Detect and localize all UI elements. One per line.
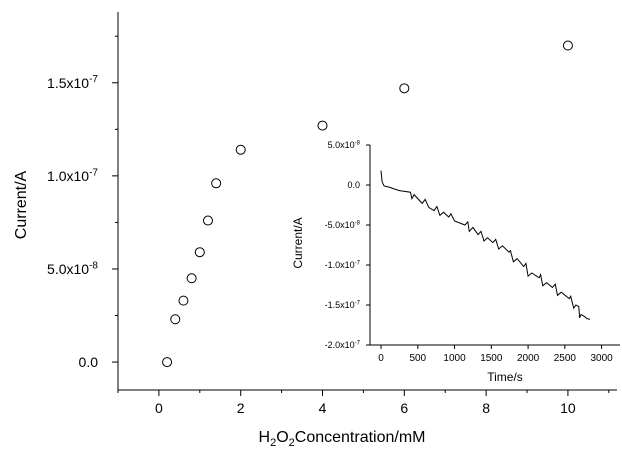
main-y-tick-label: 0.0 <box>79 354 99 370</box>
main-x-tick-label: 0 <box>155 400 163 416</box>
inset-y-axis-title: Current/A <box>291 217 305 268</box>
inset-y-tick-label: 0.0 <box>347 180 360 190</box>
data-point <box>562 40 573 51</box>
data-point <box>178 295 189 306</box>
inset-x-tick-label: 1000 <box>443 353 466 364</box>
inset-x-axis-title: Time/s <box>487 370 523 384</box>
inset-y-tick-label: -2.0x10-7 <box>325 340 361 350</box>
data-point <box>170 314 181 325</box>
inset-x-tick-label: 500 <box>409 353 426 364</box>
inset-series-line <box>380 170 591 320</box>
data-point <box>399 83 410 94</box>
main-x-tick-label: 8 <box>482 400 490 416</box>
inset-x-tick-label: 2000 <box>517 353 540 364</box>
inset-plot: 0 500 1000 1500 2000 2500 3000 5.0x10-8 0.0 -5.0x… <box>300 132 622 387</box>
inset-y-tick-label: -1.5x10-7 <box>325 300 361 310</box>
main-plot: 0 2 4 6 8 10 0.0 5.0x10-8 1.0x10-7 1.5x10-7 <box>47 12 617 416</box>
main-x-tick-label: 6 <box>400 400 408 416</box>
main-x-tick-label: 2 <box>237 400 245 416</box>
main-y-tick-label: 1.5x10-7 <box>47 74 98 91</box>
data-point <box>194 247 205 258</box>
inset-x-tick-label: 0 <box>378 353 384 364</box>
data-point <box>162 357 173 368</box>
inset-x-tick-label: 3000 <box>590 353 613 364</box>
data-point <box>186 273 197 284</box>
inset-x-tick-label: 1500 <box>480 353 503 364</box>
main-x-tick-label: 10 <box>560 400 576 416</box>
inset-y-tick-label: -1.0x10-7 <box>325 260 361 270</box>
inset-y-tick-label: 5.0x10-8 <box>328 140 361 150</box>
main-x-tick-label: 4 <box>319 400 327 416</box>
data-point <box>235 144 246 155</box>
data-point <box>202 215 213 226</box>
main-y-axis-title: Current/A <box>13 170 30 239</box>
main-y-tick-label: 1.0x10-7 <box>47 167 98 184</box>
data-point <box>211 178 222 189</box>
data-point <box>317 120 328 131</box>
main-y-tick-label: 5.0x10-8 <box>47 260 98 277</box>
inset-x-tick-label: 2500 <box>554 353 577 364</box>
main-x-axis-title: H2O2Concentration/mM <box>259 429 426 449</box>
inset-y-tick-label: -5.0x10-8 <box>325 220 361 230</box>
